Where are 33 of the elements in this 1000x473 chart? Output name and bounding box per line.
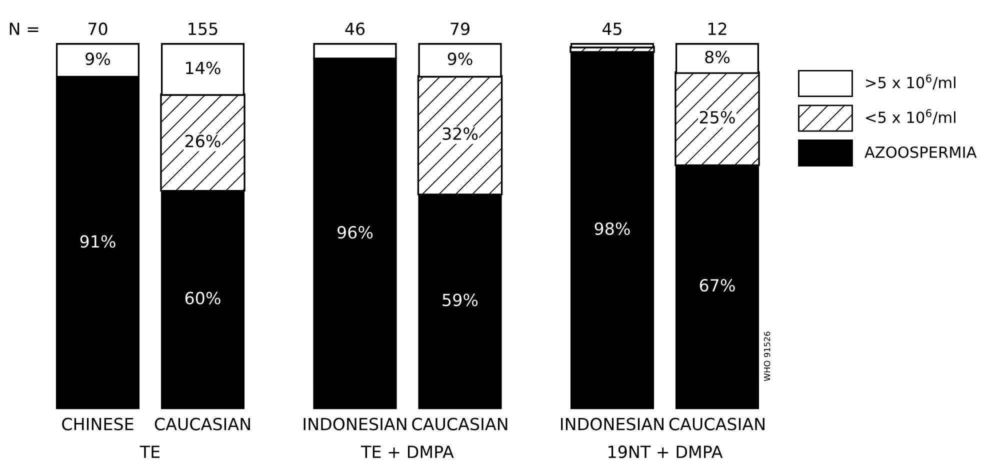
x-tick-label: CAUCASIAN	[154, 418, 250, 430]
x-tick-label: CHINESE	[62, 418, 134, 430]
data-label: 9%	[86, 52, 110, 66]
legend-label: >5 x 10$^{6}$/ml	[866, 74, 956, 90]
text: N =	[10, 22, 38, 35]
data-label: 14%	[186, 62, 220, 74]
data-label: 9%	[448, 52, 472, 66]
data-label: 8%	[705, 50, 730, 64]
data-label: 96%	[338, 226, 373, 239]
data-label: 98%	[594, 222, 630, 235]
text: 79	[450, 22, 470, 36]
data-label: 26%	[185, 134, 220, 148]
data-label: 32%	[442, 127, 478, 140]
text: TE	[140, 446, 160, 458]
text: 70	[88, 22, 108, 36]
x-tick-label: INDONESIAN	[561, 418, 664, 430]
text: 155	[188, 22, 218, 36]
x-tick-label: CAUCASIAN	[669, 418, 764, 430]
legend-label: AZOOSPERMIA	[864, 146, 977, 158]
x-tick-label: INDONESIAN	[304, 418, 406, 430]
legend-label: <5 x 10$^{6}$/ml	[866, 109, 956, 124]
text: 12	[708, 22, 726, 35]
text: TE + DMPA	[361, 446, 454, 458]
text: 46	[345, 22, 365, 36]
x-tick-label: CAUCASIAN	[412, 418, 508, 430]
annotation: WHO 91526	[764, 332, 770, 382]
data-label: 67%	[700, 279, 735, 292]
data-label: 91%	[80, 235, 116, 248]
data-label: 59%	[442, 294, 478, 306]
text: 45	[602, 22, 622, 36]
text: 19NT + DMPA	[608, 446, 723, 458]
data-label: 60%	[185, 292, 220, 304]
data-label: 25%	[700, 110, 735, 124]
